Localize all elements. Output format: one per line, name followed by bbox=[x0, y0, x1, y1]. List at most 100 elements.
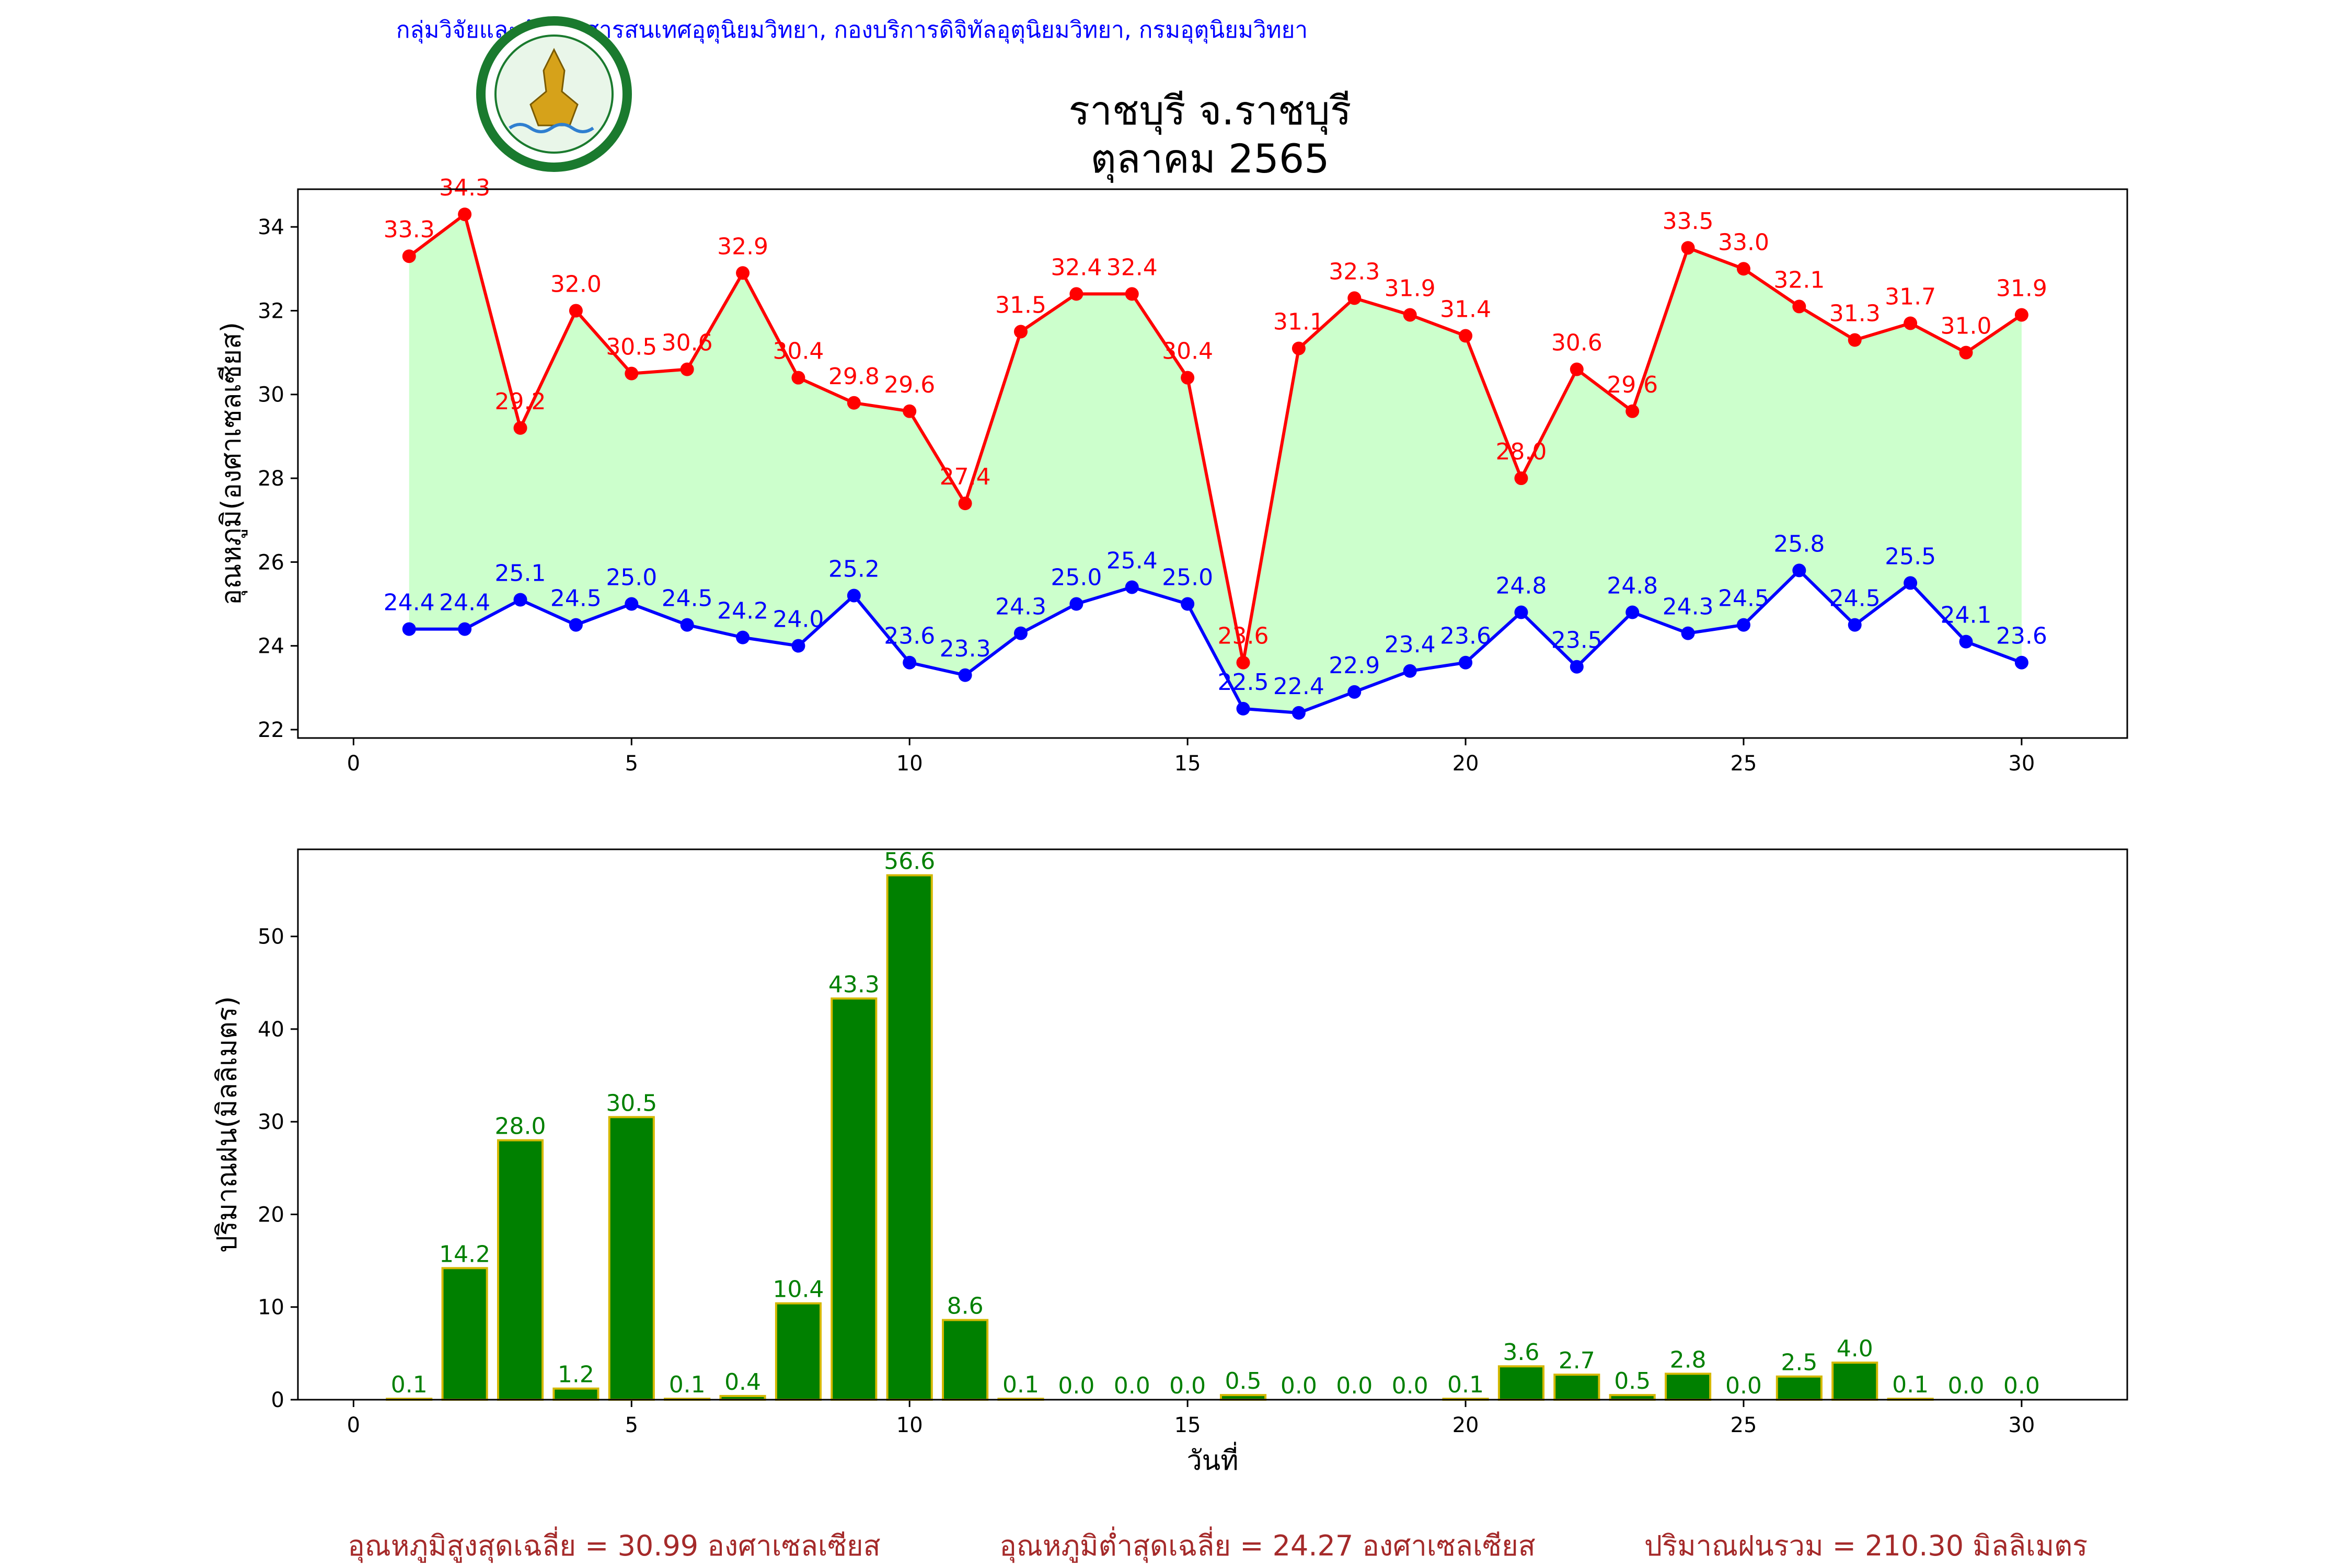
x-tick-label: 25 bbox=[1731, 1413, 1757, 1437]
min-temperature-label: 24.3 bbox=[1663, 594, 1714, 620]
min-temperature-point bbox=[1570, 660, 1584, 674]
min-temperature-point bbox=[569, 618, 583, 632]
rainfall-value-label: 3.6 bbox=[1503, 1339, 1539, 1366]
logo-water-waves bbox=[509, 123, 594, 133]
max-temperature-label: 34.3 bbox=[439, 175, 490, 201]
min-temperature-label: 24.5 bbox=[1718, 585, 1769, 612]
rainfall-bar bbox=[441, 1267, 488, 1401]
max-temperature-label: 30.5 bbox=[606, 334, 657, 361]
y-tick-label: 22 bbox=[258, 718, 284, 742]
min-temperature-point bbox=[1904, 576, 1918, 590]
x-tick-label: 15 bbox=[1174, 752, 1201, 776]
min-temperature-label: 25.0 bbox=[606, 564, 657, 591]
max-temperature-point bbox=[1347, 291, 1362, 305]
max-temperature-label: 31.9 bbox=[1385, 275, 1436, 302]
plot-frame bbox=[297, 188, 2128, 739]
min-temperature-point bbox=[680, 618, 694, 632]
max-temperature-point bbox=[1236, 655, 1250, 670]
y-tick-label: 26 bbox=[258, 550, 284, 574]
max-temperature-point bbox=[569, 304, 583, 318]
min-temperature-point bbox=[1347, 685, 1362, 699]
max-temperature-point bbox=[513, 421, 527, 435]
max-temperature-label: 30.4 bbox=[773, 338, 824, 365]
rainfall-bar bbox=[831, 997, 878, 1401]
chart-title-line1: ราชบุรี จ.ราชบุรี bbox=[1068, 87, 1351, 135]
x-tick-label: 25 bbox=[1731, 752, 1757, 776]
min-temperature-label: 24.4 bbox=[439, 590, 490, 616]
y-tick-label: 32 bbox=[258, 299, 284, 323]
max-temperature-point bbox=[458, 207, 472, 222]
min-temperature-label: 25.0 bbox=[1162, 564, 1213, 591]
x-tick-label: 30 bbox=[2008, 752, 2035, 776]
max-temperature-label: 29.6 bbox=[884, 372, 935, 398]
max-temperature-label: 33.3 bbox=[384, 216, 435, 243]
max-temperature-point bbox=[2014, 308, 2028, 322]
min-temperature-point bbox=[958, 668, 972, 682]
min-temperature-label: 25.0 bbox=[1051, 564, 1102, 591]
min-temperature-label: 25.5 bbox=[1885, 543, 1936, 570]
min-temperature-label: 23.4 bbox=[1385, 631, 1436, 658]
min-temperature-point bbox=[513, 593, 527, 607]
max-temperature-label: 31.7 bbox=[1885, 283, 1936, 310]
max-temperature-label: 29.2 bbox=[495, 388, 546, 415]
max-temperature-point bbox=[958, 497, 972, 511]
max-temperature-point bbox=[1125, 287, 1139, 301]
rainfall-value-label: 1.2 bbox=[558, 1362, 594, 1388]
min-temperature-point bbox=[625, 597, 639, 611]
y-tick-label: 30 bbox=[258, 383, 284, 407]
rainfall-value-label: 0.5 bbox=[1614, 1368, 1651, 1394]
max-temperature-label: 30.6 bbox=[662, 330, 713, 356]
max-temperature-label: 32.1 bbox=[1773, 267, 1825, 293]
min-temperature-label: 23.5 bbox=[1551, 627, 1602, 654]
max-temperature-point bbox=[625, 366, 639, 381]
rainfall-bar bbox=[1497, 1365, 1544, 1401]
max-temperature-label: 31.9 bbox=[1996, 275, 2047, 302]
min-temperature-point bbox=[1514, 605, 1528, 619]
chart-title-line2: ตุลาคม 2565 bbox=[1090, 135, 1329, 183]
max-temperature-point bbox=[1904, 316, 1918, 330]
min-temperature-label: 25.4 bbox=[1106, 547, 1158, 574]
rainfall-value-label: 0.0 bbox=[1281, 1373, 1317, 1399]
x-tick-label: 0 bbox=[347, 1413, 360, 1437]
x-tick-label: 20 bbox=[1452, 1413, 1479, 1437]
rainfall-value-label: 14.2 bbox=[439, 1241, 490, 1267]
min-temperature-point bbox=[1069, 597, 1083, 611]
rainfall-value-label: 2.8 bbox=[1670, 1346, 1707, 1373]
max-temperature-label: 31.5 bbox=[995, 292, 1046, 319]
min-temperature-point bbox=[736, 630, 750, 644]
max-temperature-point bbox=[1792, 299, 1806, 314]
x-tick-label: 10 bbox=[896, 752, 923, 776]
min-temperature-label: 23.6 bbox=[884, 623, 935, 650]
rainfall-bar bbox=[497, 1139, 544, 1401]
min-temperature-line bbox=[409, 568, 2022, 714]
x-tick-label: 30 bbox=[2008, 1413, 2035, 1437]
max-temperature-label: 31.3 bbox=[1829, 301, 1881, 327]
max-temperature-label: 32.3 bbox=[1329, 258, 1380, 285]
min-temperature-point bbox=[2014, 655, 2028, 670]
max-temperature-point bbox=[1459, 329, 1473, 343]
max-temperature-point bbox=[1292, 341, 1306, 355]
max-temperature-point bbox=[402, 249, 416, 263]
max-temperature-point bbox=[736, 266, 750, 280]
max-temperature-point bbox=[1848, 333, 1862, 347]
y-tick-label: 40 bbox=[258, 1018, 284, 1042]
min-temperature-point bbox=[1625, 605, 1640, 619]
y-tick-label: 50 bbox=[258, 925, 284, 949]
max-temperature-line bbox=[408, 211, 2023, 663]
max-temperature-point bbox=[1013, 325, 1028, 339]
max-temperature-point bbox=[1181, 371, 1195, 385]
rainfall-value-label: 0.4 bbox=[724, 1369, 761, 1396]
x-axis-label: วันที่ bbox=[1186, 1442, 1238, 1477]
min-temperature-point bbox=[1459, 655, 1473, 670]
x-tick-label: 10 bbox=[896, 1413, 923, 1437]
min-temperature-point bbox=[1013, 626, 1028, 640]
rainfall-value-label: 0.5 bbox=[1225, 1368, 1262, 1394]
rainfall-value-label: 0.1 bbox=[1447, 1371, 1484, 1398]
x-tick-label: 5 bbox=[625, 752, 638, 776]
x-tick-label: 20 bbox=[1452, 752, 1479, 776]
y-tick-label: 28 bbox=[258, 467, 284, 491]
min-temperature-point bbox=[1125, 580, 1139, 594]
rainfall-value-label: 28.0 bbox=[495, 1113, 546, 1140]
max-temperature-label: 31.1 bbox=[1273, 309, 1324, 336]
rainfall-bar bbox=[942, 1319, 989, 1401]
